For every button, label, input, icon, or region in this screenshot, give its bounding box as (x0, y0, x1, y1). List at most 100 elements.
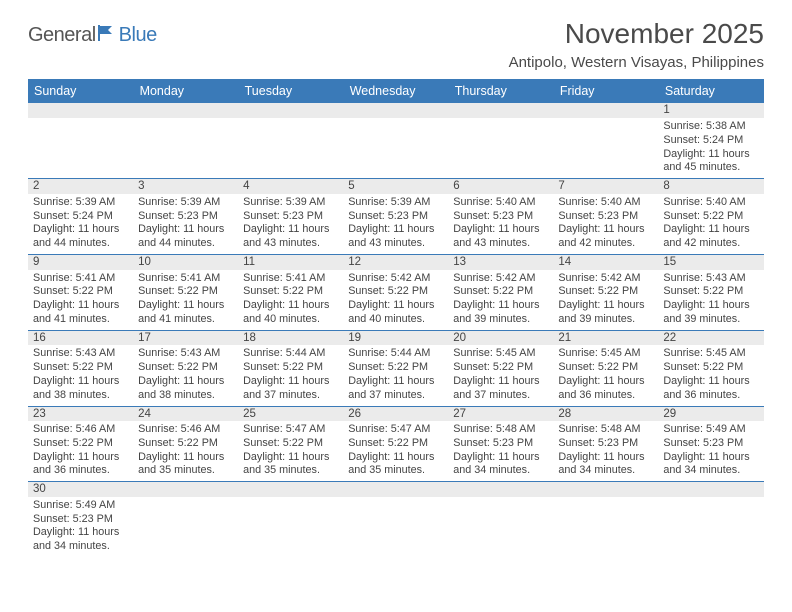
daylight-text: Daylight: 11 hours and 38 minutes. (138, 375, 233, 403)
day-cell (658, 497, 763, 557)
day-number (238, 103, 343, 117)
daynum-cell: 5 (343, 179, 448, 194)
day-cell (448, 118, 553, 179)
sunrise-text: Sunrise: 5:43 AM (33, 347, 128, 361)
day-cell: Sunrise: 5:47 AMSunset: 5:22 PMDaylight:… (238, 421, 343, 482)
sunrise-text: Sunrise: 5:39 AM (138, 196, 233, 210)
day-number: 27 (448, 407, 553, 421)
sunset-text: Sunset: 5:22 PM (453, 361, 548, 375)
day-number: 16 (28, 331, 133, 345)
sunrise-text: Sunrise: 5:38 AM (663, 120, 758, 134)
daynum-cell (238, 103, 343, 118)
day-details: Sunrise: 5:42 AMSunset: 5:22 PMDaylight:… (348, 271, 443, 327)
sunrise-text: Sunrise: 5:39 AM (243, 196, 338, 210)
sunset-text: Sunset: 5:23 PM (348, 210, 443, 224)
sunset-text: Sunset: 5:23 PM (663, 437, 758, 451)
day-details: Sunrise: 5:48 AMSunset: 5:23 PMDaylight:… (453, 422, 548, 478)
calendar-page: General Blue November 2025 Antipolo, Wes… (0, 0, 792, 567)
day-cell: Sunrise: 5:47 AMSunset: 5:22 PMDaylight:… (343, 421, 448, 482)
calendar-table: Sunday Monday Tuesday Wednesday Thursday… (28, 79, 764, 557)
sunrise-text: Sunrise: 5:48 AM (453, 423, 548, 437)
day-details: Sunrise: 5:45 AMSunset: 5:22 PMDaylight:… (453, 346, 548, 402)
day-details: Sunrise: 5:43 AMSunset: 5:22 PMDaylight:… (663, 271, 758, 327)
day-details: Sunrise: 5:40 AMSunset: 5:22 PMDaylight:… (663, 195, 758, 251)
day-number: 13 (448, 255, 553, 269)
weekday-header: Thursday (448, 79, 553, 103)
sunset-text: Sunset: 5:22 PM (663, 210, 758, 224)
day-details: Sunrise: 5:47 AMSunset: 5:22 PMDaylight:… (243, 422, 338, 478)
sunset-text: Sunset: 5:22 PM (663, 285, 758, 299)
day-number: 21 (553, 331, 658, 345)
daynum-cell: 3 (133, 179, 238, 194)
day-cell (553, 118, 658, 179)
sunrise-text: Sunrise: 5:44 AM (348, 347, 443, 361)
sunset-text: Sunset: 5:23 PM (558, 437, 653, 451)
day-details: Sunrise: 5:47 AMSunset: 5:22 PMDaylight:… (348, 422, 443, 478)
daylight-text: Daylight: 11 hours and 38 minutes. (33, 375, 128, 403)
sunrise-text: Sunrise: 5:45 AM (453, 347, 548, 361)
daynum-cell: 1 (658, 103, 763, 118)
sunset-text: Sunset: 5:22 PM (243, 361, 338, 375)
daylight-text: Daylight: 11 hours and 41 minutes. (33, 299, 128, 327)
day-cell (238, 497, 343, 557)
weekday-header: Sunday (28, 79, 133, 103)
day-number (658, 482, 763, 496)
day-number (133, 482, 238, 496)
day-cell: Sunrise: 5:39 AMSunset: 5:23 PMDaylight:… (133, 194, 238, 255)
daynum-cell (133, 103, 238, 118)
brand-logo: General Blue (28, 24, 157, 47)
daynum-row: 16171819202122 (28, 330, 764, 345)
sunrise-text: Sunrise: 5:42 AM (558, 272, 653, 286)
daynum-cell: 2 (28, 179, 133, 194)
sunset-text: Sunset: 5:22 PM (33, 361, 128, 375)
daynum-row: 23242526272829 (28, 406, 764, 421)
daynum-row: 1 (28, 103, 764, 118)
daynum-cell: 15 (658, 255, 763, 270)
day-details: Sunrise: 5:43 AMSunset: 5:22 PMDaylight:… (138, 346, 233, 402)
day-cell (133, 497, 238, 557)
day-cell (343, 118, 448, 179)
day-number: 6 (448, 179, 553, 193)
sunset-text: Sunset: 5:22 PM (33, 285, 128, 299)
daylight-text: Daylight: 11 hours and 37 minutes. (243, 375, 338, 403)
day-cell: Sunrise: 5:42 AMSunset: 5:22 PMDaylight:… (553, 270, 658, 331)
daynum-cell (343, 103, 448, 118)
day-details: Sunrise: 5:49 AMSunset: 5:23 PMDaylight:… (33, 498, 128, 554)
sunrise-text: Sunrise: 5:49 AM (33, 499, 128, 513)
day-cell: Sunrise: 5:44 AMSunset: 5:22 PMDaylight:… (238, 345, 343, 406)
daynum-cell: 22 (658, 330, 763, 345)
day-cell: Sunrise: 5:42 AMSunset: 5:22 PMDaylight:… (448, 270, 553, 331)
sunrise-text: Sunrise: 5:45 AM (663, 347, 758, 361)
sunset-text: Sunset: 5:22 PM (243, 285, 338, 299)
sunset-text: Sunset: 5:22 PM (348, 285, 443, 299)
daylight-text: Daylight: 11 hours and 39 minutes. (558, 299, 653, 327)
daynum-cell: 23 (28, 406, 133, 421)
day-details (243, 119, 338, 120)
weekday-header: Tuesday (238, 79, 343, 103)
daynum-cell: 25 (238, 406, 343, 421)
sunset-text: Sunset: 5:23 PM (138, 210, 233, 224)
day-number: 28 (553, 407, 658, 421)
day-details (348, 119, 443, 120)
day-cell: Sunrise: 5:45 AMSunset: 5:22 PMDaylight:… (658, 345, 763, 406)
daynum-cell: 6 (448, 179, 553, 194)
daynum-cell (238, 482, 343, 497)
day-number (343, 103, 448, 117)
day-cell: Sunrise: 5:41 AMSunset: 5:22 PMDaylight:… (28, 270, 133, 331)
day-details: Sunrise: 5:41 AMSunset: 5:22 PMDaylight:… (243, 271, 338, 327)
week-row: Sunrise: 5:46 AMSunset: 5:22 PMDaylight:… (28, 421, 764, 482)
daynum-cell: 13 (448, 255, 553, 270)
day-details: Sunrise: 5:45 AMSunset: 5:22 PMDaylight:… (558, 346, 653, 402)
sunset-text: Sunset: 5:23 PM (453, 210, 548, 224)
brand-part1: General (28, 24, 96, 47)
daynum-cell: 21 (553, 330, 658, 345)
sunset-text: Sunset: 5:22 PM (138, 361, 233, 375)
day-number (343, 482, 448, 496)
week-row: Sunrise: 5:41 AMSunset: 5:22 PMDaylight:… (28, 270, 764, 331)
day-cell: Sunrise: 5:40 AMSunset: 5:22 PMDaylight:… (658, 194, 763, 255)
daynum-cell: 28 (553, 406, 658, 421)
day-number: 25 (238, 407, 343, 421)
daynum-cell: 14 (553, 255, 658, 270)
daynum-cell: 18 (238, 330, 343, 345)
daylight-text: Daylight: 11 hours and 44 minutes. (33, 223, 128, 251)
